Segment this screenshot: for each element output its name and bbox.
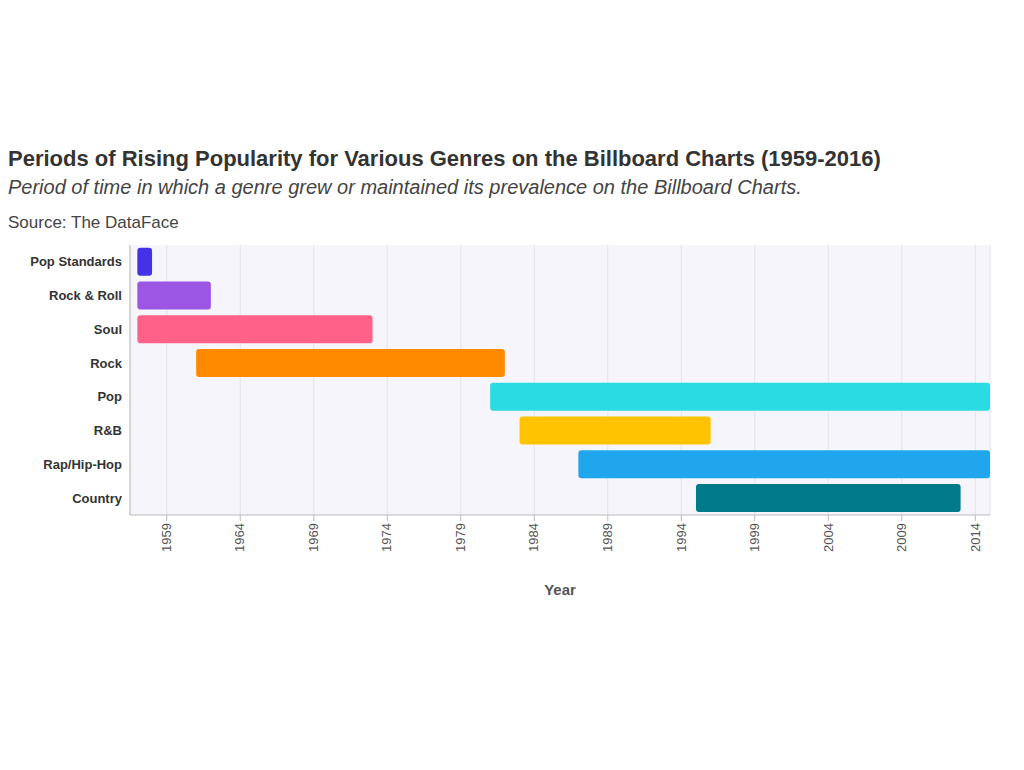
- svg-text:2014: 2014: [968, 523, 983, 552]
- svg-text:Country: Country: [72, 491, 123, 506]
- html-text:Period of time in which a genr: Period of time in which a genre grew or …: [8, 176, 802, 198]
- svg-text:1964: 1964: [232, 523, 247, 552]
- svg-text:Pop: Pop: [97, 389, 122, 404]
- svg-text:Pop Standards: Pop Standards: [30, 254, 122, 269]
- svg-text:1989: 1989: [600, 523, 615, 552]
- svg-text:2009: 2009: [894, 523, 909, 552]
- html-text:Periods of Rising Popularity f: Periods of Rising Popularity for Various…: [8, 146, 881, 171]
- svg-text:1974: 1974: [379, 523, 394, 552]
- svg-text:1969: 1969: [306, 523, 321, 552]
- svg-text:1984: 1984: [527, 523, 542, 552]
- svg-text:Year: Year: [544, 581, 576, 598]
- svg-text:2004: 2004: [821, 523, 836, 552]
- svg-text:Rock & Roll: Rock & Roll: [49, 288, 122, 303]
- svg-text:1999: 1999: [747, 523, 762, 552]
- svg-text:1979: 1979: [453, 523, 468, 552]
- svg-text:R&B: R&B: [94, 423, 122, 438]
- svg-text:Soul: Soul: [94, 322, 122, 337]
- html-text:Source: The DataFace: Source: The DataFace: [8, 213, 179, 232]
- svg-text:1959: 1959: [159, 523, 174, 552]
- svg-text:Rap/Hip-Hop: Rap/Hip-Hop: [43, 457, 122, 472]
- svg-text:Rock: Rock: [90, 356, 123, 371]
- svg-text:1994: 1994: [674, 523, 689, 552]
